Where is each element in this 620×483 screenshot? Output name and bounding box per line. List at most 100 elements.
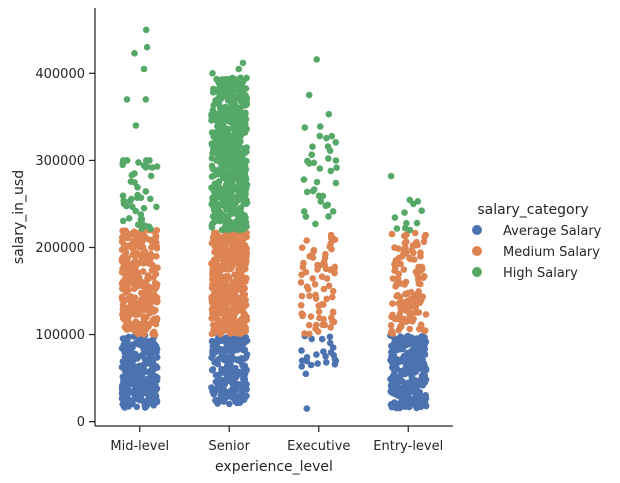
data-point: [220, 161, 227, 169]
data-point: [149, 329, 157, 337]
data-point: [405, 354, 413, 361]
data-point: [415, 357, 422, 364]
data-point: [230, 135, 238, 142]
data-point: [313, 351, 320, 358]
data-point: [326, 333, 334, 341]
data-point: [300, 176, 308, 183]
data-point: [306, 330, 313, 338]
data-point: [240, 325, 247, 333]
data-point: [235, 321, 243, 329]
data-point: [211, 211, 219, 218]
data-point: [147, 195, 154, 203]
data-point: [315, 308, 323, 316]
data-point: [134, 221, 142, 228]
data-point: [219, 273, 227, 281]
data-point: [422, 366, 430, 374]
data-point: [313, 178, 321, 186]
y-axis-ticks: 0 100000 200000 300000 400000: [35, 67, 95, 430]
data-point: [211, 359, 218, 366]
data-point: [142, 26, 150, 34]
data-point: [303, 283, 311, 291]
data-point: [153, 283, 160, 291]
data-point: [410, 200, 417, 208]
data-point: [220, 213, 228, 221]
data-point: [229, 392, 237, 399]
data-point: [229, 259, 237, 267]
data-point: [211, 248, 218, 256]
data-point: [213, 304, 221, 311]
data-point: [323, 359, 330, 366]
data-point: [411, 256, 418, 263]
data-point: [298, 357, 306, 365]
data-point: [241, 129, 249, 136]
data-point: [415, 309, 423, 316]
data-point: [147, 172, 155, 180]
data-point: [233, 295, 240, 302]
data-point: [122, 227, 129, 234]
data-point: [125, 286, 132, 294]
data-point: [391, 214, 399, 221]
data-point: [214, 149, 221, 156]
data-point: [314, 266, 321, 273]
data-point: [127, 365, 134, 372]
data-point: [229, 154, 236, 161]
data-point: [238, 355, 245, 362]
data-point: [216, 88, 224, 95]
data-point: [138, 255, 146, 263]
data-point: [217, 243, 224, 250]
data-point: [211, 297, 219, 304]
data-point: [148, 164, 156, 171]
data-point: [388, 381, 395, 389]
data-point: [140, 65, 148, 73]
data-point: [236, 133, 244, 141]
data-point: [130, 297, 137, 305]
data-point: [125, 304, 132, 311]
data-point: [411, 229, 419, 237]
data-point: [118, 293, 126, 301]
data-point: [227, 360, 234, 367]
data-point: [417, 322, 425, 330]
data-point: [243, 157, 250, 165]
data-point: [396, 384, 403, 391]
data-point: [234, 226, 241, 233]
data-point: [139, 268, 147, 275]
data-point: [144, 397, 151, 405]
data-point: [298, 292, 306, 300]
data-point: [399, 393, 407, 400]
data-point: [397, 357, 404, 365]
data-point: [124, 281, 132, 288]
data-point: [215, 135, 222, 142]
data-point: [235, 140, 242, 147]
data-point: [329, 235, 337, 242]
data-point: [210, 116, 217, 123]
data-point: [228, 252, 236, 260]
data-point: [405, 361, 413, 368]
data-point: [220, 108, 228, 116]
data-point: [228, 118, 235, 126]
data-point: [419, 293, 427, 301]
data-point: [323, 275, 331, 282]
data-point: [142, 96, 150, 103]
data-point: [297, 302, 305, 309]
data-point: [396, 310, 404, 318]
data-point: [388, 401, 395, 408]
data-point: [229, 381, 237, 389]
data-point: [222, 151, 229, 158]
data-point: [416, 298, 423, 306]
data-point: [333, 164, 340, 171]
data-point: [307, 361, 315, 369]
data-point: [230, 283, 237, 291]
data-point: [147, 250, 155, 258]
data-point: [131, 354, 139, 361]
data-point: [316, 132, 324, 140]
data-point: [133, 403, 141, 411]
data-point: [300, 208, 308, 215]
data-point: [394, 275, 402, 282]
x-tick-label: Senior: [209, 439, 251, 454]
data-point: [331, 269, 338, 277]
data-point: [305, 321, 313, 329]
data-point: [121, 269, 129, 276]
data-point: [140, 292, 148, 300]
x-tick-label: Mid-level: [110, 439, 169, 454]
data-point: [120, 343, 127, 350]
